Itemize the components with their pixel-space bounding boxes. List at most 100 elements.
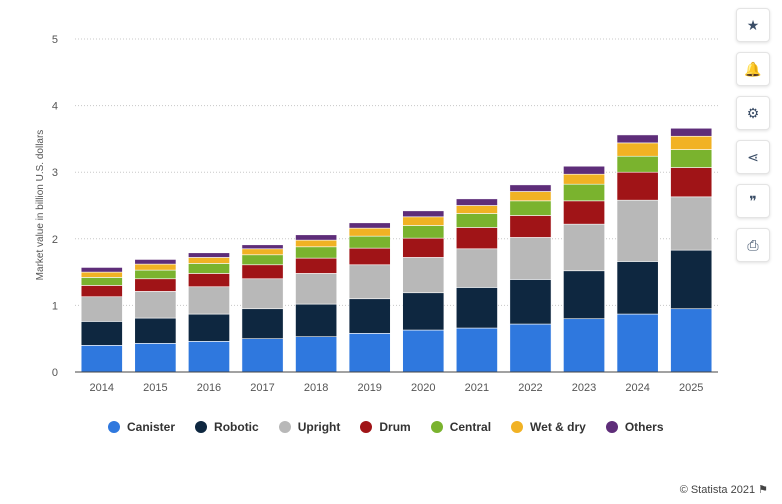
bar-segment[interactable] [348,227,391,237]
copyright-text[interactable]: © Statista 2021 [679,484,756,496]
bar-segment[interactable] [241,338,284,373]
bar-segment[interactable] [670,149,713,168]
bar-segment[interactable] [348,333,391,373]
bar-segment[interactable] [563,270,605,320]
bar-segment[interactable] [348,235,391,249]
bar-segment[interactable] [509,184,552,192]
bar-segment[interactable] [509,279,552,325]
bar-segment[interactable] [188,341,230,373]
bar-segment[interactable] [188,257,230,264]
bar-segment[interactable] [241,308,284,340]
bar-segment[interactable] [134,259,177,265]
bar-segment[interactable] [295,336,338,373]
bar-segment[interactable] [188,263,230,274]
bar-segment[interactable] [188,252,230,258]
bar-segment[interactable] [295,234,338,241]
bar-segment[interactable] [616,171,659,201]
bar-segment[interactable] [348,222,391,229]
legend-item[interactable]: Central [430,420,491,434]
bar-segment[interactable] [402,216,445,226]
bar-segment[interactable] [241,244,284,250]
bar-segment[interactable] [80,285,123,298]
share-icon: ⋖ [747,148,759,165]
bar-segment[interactable] [509,237,552,280]
bar-segment[interactable] [402,237,445,258]
bar-segment[interactable] [134,263,177,271]
bar-segment[interactable] [563,165,605,175]
bar-segment[interactable] [670,127,713,137]
legend-item[interactable]: Canister [108,420,175,434]
bar-segment[interactable] [455,213,498,228]
bar-segment[interactable] [134,343,177,373]
bar-segment[interactable] [563,200,605,225]
bar-segment[interactable] [563,183,605,202]
bar-segment[interactable] [295,257,338,274]
legend-item[interactable]: Upright [278,420,340,434]
bar-segment[interactable] [616,134,659,144]
bar-segment[interactable] [509,191,552,202]
bar-segment[interactable] [455,327,498,373]
bar-segment[interactable] [80,296,123,322]
bar-segment[interactable] [616,313,659,373]
bar-segment[interactable] [348,264,391,300]
bar-segment[interactable] [348,247,391,266]
legend-item[interactable]: Others [605,420,664,434]
share-button[interactable]: ⋖ [736,140,770,174]
bar-segment[interactable] [80,271,123,278]
bar-segment[interactable] [455,287,498,329]
bar-segment[interactable] [134,278,177,292]
bar-segment[interactable] [188,273,230,288]
bar-segment[interactable] [80,345,123,373]
bar-segment[interactable] [670,308,713,373]
bar-segment[interactable] [80,321,123,346]
star-button[interactable]: ★ [736,8,770,42]
bar-segment[interactable] [455,248,498,288]
flag-icon[interactable]: ⚑ [758,484,768,496]
bell-button[interactable]: 🔔 [736,52,770,86]
bar-segment[interactable] [134,291,177,319]
bar-segment[interactable] [509,215,552,238]
bar-segment[interactable] [616,199,659,262]
bar-segment[interactable] [670,167,713,198]
bar-segment[interactable] [563,173,605,185]
bar-segment[interactable] [188,286,230,315]
bar-segment[interactable] [670,135,713,150]
bar-segment[interactable] [455,205,498,214]
bar-segment[interactable] [295,246,338,259]
bar-segment[interactable] [80,267,123,273]
bar-segment[interactable] [241,264,284,280]
bar-segment[interactable] [402,210,445,218]
bar-segment[interactable] [616,261,659,315]
bar-segment[interactable] [509,323,552,373]
bar-segment[interactable] [616,142,659,157]
bar-segment[interactable] [295,273,338,305]
bar-segment[interactable] [241,254,284,266]
bar-segment[interactable] [455,198,498,206]
legend-item[interactable]: Robotic [195,420,259,434]
gear-button[interactable]: ⚙ [736,96,770,130]
bar-segment[interactable] [455,227,498,250]
bar-segment[interactable] [134,317,177,344]
legend-item[interactable]: Wet & dry [511,420,586,434]
bar-segment[interactable] [348,298,391,334]
bar-segment[interactable] [295,303,338,338]
bar-segment[interactable] [670,249,713,310]
bar-segment[interactable] [402,329,445,373]
bar-segment[interactable] [402,257,445,294]
legend-item[interactable]: Drum [360,420,411,434]
quote-button[interactable]: ❞ [736,184,770,218]
bar-segment[interactable] [295,239,338,248]
print-button[interactable]: ⎙ [736,228,770,262]
bar-segment[interactable] [80,277,123,286]
bar-segment[interactable] [616,155,659,173]
bar-segment[interactable] [563,318,605,373]
bar-segment[interactable] [563,223,605,272]
bar-segment[interactable] [509,200,552,216]
bar-segment[interactable] [134,269,177,280]
bar-segment[interactable] [241,278,284,310]
bar-segment[interactable] [402,225,445,239]
bar-segment[interactable] [670,196,713,251]
bar-segment[interactable] [188,313,230,342]
bar-segment[interactable] [402,292,445,331]
bar-segment[interactable] [241,248,284,256]
